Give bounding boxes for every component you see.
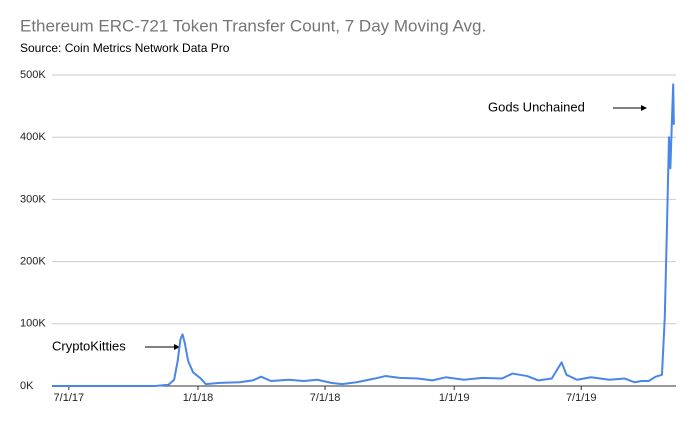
y-tick-label: 0K bbox=[20, 380, 34, 392]
arrow-head bbox=[174, 344, 180, 350]
arrow-head bbox=[641, 105, 647, 111]
data-line bbox=[52, 83, 675, 387]
y-tick-label: 500K bbox=[20, 69, 46, 81]
x-tick-label: 7/1/18 bbox=[310, 392, 341, 404]
x-tick-label: 1/1/18 bbox=[183, 392, 214, 404]
x-tick-label: 1/1/19 bbox=[439, 392, 470, 404]
chart-subtitle: Source: Coin Metrics Network Data Pro bbox=[20, 41, 230, 55]
y-tick-label: 200K bbox=[20, 256, 46, 268]
y-tick-label: 400K bbox=[20, 131, 46, 143]
chart-title: Ethereum ERC-721 Token Transfer Count, 7… bbox=[20, 16, 486, 35]
y-tick-label: 300K bbox=[20, 193, 46, 205]
x-tick-label: 7/1/17 bbox=[54, 392, 85, 404]
x-tick-label: 7/1/19 bbox=[566, 392, 597, 404]
annotation: CryptoKitties bbox=[52, 338, 126, 353]
y-tick-label: 100K bbox=[20, 318, 46, 330]
annotation: Gods Unchained bbox=[488, 99, 585, 114]
